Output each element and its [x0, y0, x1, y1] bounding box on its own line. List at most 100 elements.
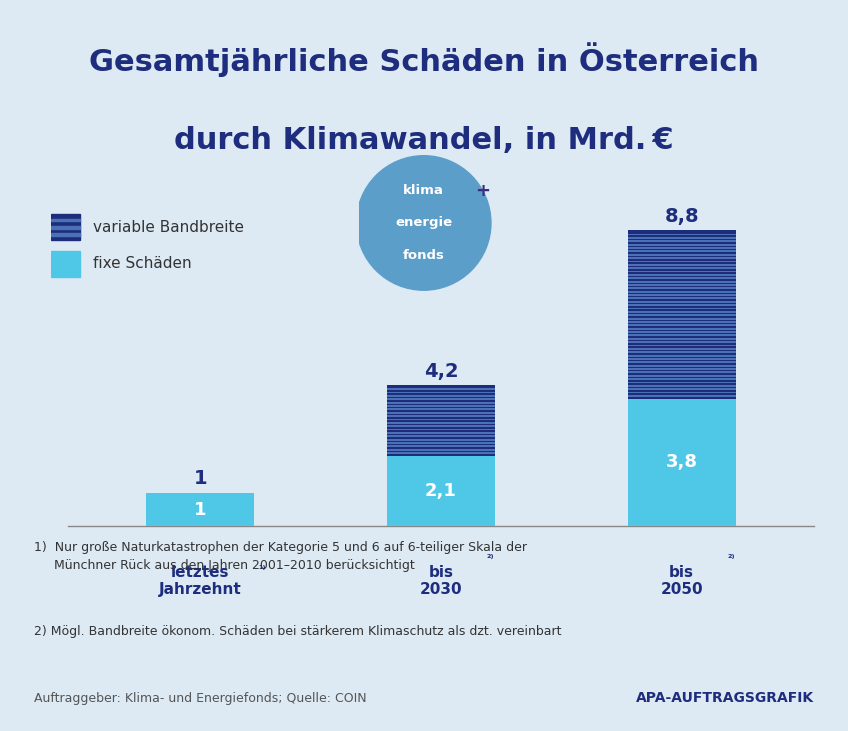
Text: 2) Mögl. Bandbreite ökonom. Schäden bei stärkerem Klimaschutz als dzt. vereinbar: 2) Mögl. Bandbreite ökonom. Schäden bei …: [34, 626, 561, 638]
Bar: [628, 294, 736, 296]
Bar: [387, 412, 495, 414]
Text: +: +: [475, 182, 489, 200]
Bar: [628, 348, 736, 350]
Bar: [628, 392, 736, 393]
Text: 4,2: 4,2: [424, 362, 458, 381]
Bar: [628, 240, 736, 242]
Bar: [51, 214, 80, 240]
Bar: [628, 291, 736, 292]
Bar: [628, 344, 736, 346]
Bar: [387, 398, 495, 401]
Bar: [387, 425, 495, 427]
Text: 1)  Nur große Naturkatastrophen der Kategorie 5 und 6 auf 6-teiliger Skala der
 : 1) Nur große Naturkatastrophen der Kateg…: [34, 541, 527, 572]
Bar: [628, 385, 736, 387]
Bar: [387, 409, 495, 410]
Bar: [628, 247, 736, 249]
Bar: [628, 264, 736, 266]
Bar: [51, 251, 80, 277]
Bar: [387, 455, 495, 526]
Bar: [628, 378, 736, 380]
Bar: [628, 257, 736, 259]
Text: Gesamtjährliche Schäden in Österreich: Gesamtjährliche Schäden in Österreich: [89, 42, 759, 77]
Text: ¹⁾: ¹⁾: [258, 565, 265, 575]
Bar: [628, 361, 736, 363]
Bar: [628, 237, 736, 239]
Bar: [628, 341, 736, 343]
Bar: [628, 352, 736, 353]
Text: bis
2050: bis 2050: [661, 565, 703, 597]
Text: letztes
Jahrzehnt: letztes Jahrzehnt: [159, 565, 242, 597]
Bar: [628, 254, 736, 256]
Text: ²⁾: ²⁾: [487, 554, 494, 564]
Bar: [387, 452, 495, 454]
Bar: [628, 277, 736, 279]
Bar: [628, 270, 736, 273]
Bar: [146, 493, 254, 526]
Bar: [628, 355, 736, 357]
Text: klima: klima: [404, 184, 444, 197]
Bar: [51, 226, 80, 229]
Bar: [628, 395, 736, 397]
Text: variable Bandbreite: variable Bandbreite: [92, 220, 243, 235]
Bar: [628, 358, 736, 360]
Bar: [387, 436, 495, 437]
Bar: [628, 281, 736, 283]
Bar: [628, 368, 736, 370]
Text: 2,1: 2,1: [425, 482, 457, 500]
Bar: [628, 318, 736, 319]
Bar: [628, 308, 736, 309]
Bar: [628, 311, 736, 313]
Bar: [628, 335, 736, 336]
Bar: [387, 405, 495, 407]
Text: fixe Schäden: fixe Schäden: [92, 257, 192, 271]
Text: fonds: fonds: [403, 249, 444, 262]
Bar: [628, 298, 736, 300]
Bar: [51, 219, 80, 221]
Bar: [387, 392, 495, 393]
Bar: [628, 287, 736, 289]
Bar: [387, 432, 495, 434]
Bar: [628, 325, 736, 326]
Bar: [628, 268, 736, 269]
Text: 1: 1: [194, 501, 206, 518]
Text: energie: energie: [395, 216, 452, 230]
Bar: [628, 338, 736, 340]
Text: durch Klimawandel, in Mrd. €: durch Klimawandel, in Mrd. €: [174, 126, 674, 154]
Bar: [628, 388, 736, 390]
Text: ²⁾: ²⁾: [728, 554, 735, 564]
Bar: [628, 382, 736, 384]
Bar: [628, 301, 736, 303]
Text: APA-AUFTRAGSGRAFIK: APA-AUFTRAGSGRAFIK: [636, 691, 814, 705]
Bar: [387, 439, 495, 441]
Text: Auftraggeber: Klima- und Energiefonds; Quelle: COIN: Auftraggeber: Klima- und Energiefonds; Q…: [34, 692, 366, 705]
Bar: [628, 230, 736, 398]
Bar: [387, 419, 495, 420]
Bar: [387, 449, 495, 450]
Bar: [628, 327, 736, 330]
Bar: [387, 385, 495, 455]
Circle shape: [356, 156, 491, 290]
Bar: [628, 375, 736, 376]
Bar: [387, 415, 495, 417]
Bar: [628, 314, 736, 317]
Bar: [387, 442, 495, 444]
Bar: [387, 388, 495, 390]
Bar: [628, 284, 736, 286]
Bar: [387, 445, 495, 447]
Bar: [387, 422, 495, 424]
Text: 3,8: 3,8: [666, 453, 698, 471]
Bar: [628, 365, 736, 367]
Bar: [51, 233, 80, 236]
Text: 8,8: 8,8: [664, 207, 699, 226]
Bar: [628, 251, 736, 252]
Bar: [628, 274, 736, 276]
Bar: [387, 428, 495, 431]
Bar: [628, 304, 736, 306]
Bar: [628, 398, 736, 526]
Bar: [628, 371, 736, 374]
Bar: [628, 243, 736, 246]
Bar: [628, 331, 736, 333]
Bar: [387, 395, 495, 397]
Text: 1: 1: [193, 469, 207, 488]
Text: bis
2030: bis 2030: [420, 565, 462, 597]
